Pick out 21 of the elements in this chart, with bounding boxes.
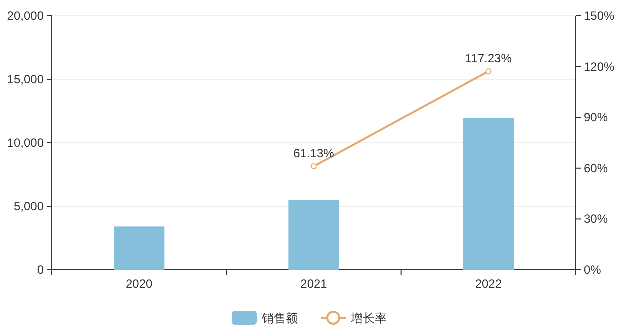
- legend-label: 增长率: [350, 312, 387, 326]
- y2-tick-label: 150%: [584, 9, 616, 23]
- bar: [463, 118, 514, 270]
- y-tick-label: 0: [37, 263, 44, 277]
- y2-tick-label: 90%: [584, 110, 608, 125]
- y-tick-label: 15,000: [7, 72, 44, 86]
- data-label: 117.23%: [465, 51, 512, 66]
- y2-tick-label: 0%: [584, 263, 602, 277]
- bar: [114, 226, 165, 270]
- x-tick-label: 2020: [126, 277, 154, 291]
- y-tick-label: 5,000: [14, 200, 44, 214]
- y-tick-label: 10,000: [7, 136, 44, 150]
- bar: [288, 200, 340, 270]
- x-tick-label: 2021: [300, 277, 328, 291]
- y-tick-label: 20,000: [7, 9, 44, 23]
- x-tick-label: 2022: [475, 277, 502, 291]
- legend-label: 销售额: [261, 312, 298, 326]
- y2-tick-label: 120%: [584, 60, 616, 74]
- data-label: 61.13%: [294, 146, 335, 160]
- y2-tick-label: 30%: [584, 212, 608, 226]
- y2-tick-label: 60%: [584, 161, 608, 176]
